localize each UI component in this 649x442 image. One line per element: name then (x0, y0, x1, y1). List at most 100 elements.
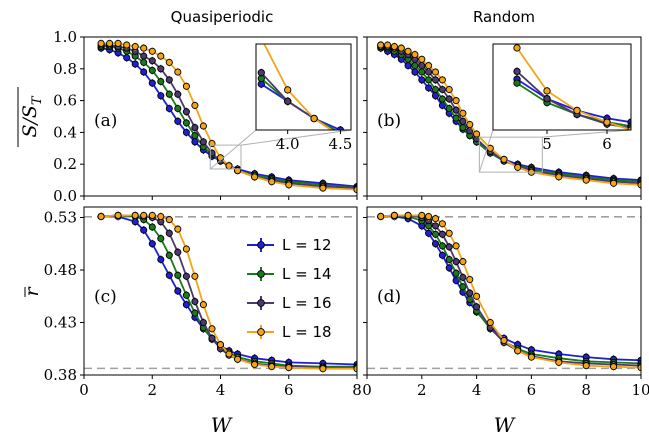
y-axis-label-bottom-text: r (21, 286, 43, 297)
data-point (513, 67, 521, 76)
data-point (431, 68, 440, 76)
data-point (174, 90, 182, 98)
data-point (182, 82, 190, 90)
data-point (459, 258, 467, 266)
data-point (157, 77, 165, 86)
data-point (174, 68, 182, 76)
data-point (438, 85, 446, 94)
data-point (418, 68, 426, 76)
data-point (438, 251, 446, 259)
data-point (452, 106, 460, 114)
data-point (466, 120, 474, 129)
data-point (165, 76, 173, 84)
data-point (418, 76, 426, 84)
data-point (637, 364, 641, 372)
data-point (310, 114, 318, 123)
data-point (543, 87, 551, 95)
data-point (157, 65, 165, 73)
data-point (199, 122, 207, 130)
data-point (199, 301, 207, 309)
data-point (165, 271, 173, 279)
data-point (208, 334, 216, 342)
data-point (513, 44, 521, 52)
data-point (140, 211, 148, 219)
x-tick-label: 4 (216, 381, 226, 399)
series-line-a-L14 (101, 45, 357, 189)
axes-frame (366, 36, 642, 197)
data-point (148, 79, 156, 87)
inset-frame (492, 43, 632, 131)
data-point (425, 68, 433, 76)
y-tick-label: 0.0 (53, 187, 77, 205)
data-point (182, 272, 190, 280)
data-point (445, 85, 453, 94)
data-point (182, 291, 190, 299)
data-point (431, 230, 440, 238)
data-point (452, 269, 460, 277)
data-point (610, 179, 618, 187)
data-point (459, 109, 467, 117)
data-point (284, 97, 292, 105)
zoom-connector (478, 129, 494, 173)
x-tick-label: 4 (472, 381, 482, 399)
data-point (459, 273, 467, 281)
data-point (473, 130, 481, 138)
x-tick-label: 6 (284, 381, 294, 399)
data-point (411, 62, 419, 70)
data-point (199, 138, 207, 146)
data-point (174, 104, 182, 113)
panel-d: 0 2 4 6 8 10 (d) (362, 206, 649, 399)
data-point (452, 242, 460, 250)
data-point (157, 255, 165, 264)
data-point (182, 245, 190, 253)
y-tick-label: 1.0 (53, 28, 77, 46)
data-point (174, 271, 182, 279)
legend-entry-L12: L = 12 (282, 236, 332, 254)
data-point (452, 114, 460, 122)
legend: L = 12 L = 14 L = 16 L = 18 (247, 236, 332, 341)
legend-marker (257, 241, 265, 249)
data-point (411, 50, 419, 59)
data-point (131, 60, 139, 68)
y-tick-label: 0.6 (53, 92, 77, 110)
data-point (452, 258, 460, 266)
data-point (284, 86, 292, 94)
data-point (431, 240, 440, 248)
legend-marker (257, 299, 265, 307)
legend-entry-L14: L = 14 (282, 265, 332, 283)
data-point (165, 216, 173, 224)
data-point (199, 318, 207, 327)
data-point (140, 226, 148, 234)
data-point (114, 211, 122, 219)
x-tick-label: 0 (79, 381, 89, 399)
data-point (459, 283, 467, 291)
data-point (425, 84, 433, 92)
x-tick-label: 8 (581, 381, 591, 399)
y-axis-label-top-text: S/ST (19, 95, 45, 137)
y-tick-label: 0.2 (53, 155, 77, 173)
data-point (182, 128, 190, 136)
data-point (234, 355, 242, 363)
zoom-connector (542, 129, 632, 138)
inset-plot-area (257, 44, 345, 130)
data-point (610, 363, 618, 371)
data-point (452, 97, 460, 105)
data-point (418, 62, 426, 70)
y-tick-label: 0.43 (44, 314, 77, 332)
series-line-a-inset-L18 (263, 44, 334, 130)
data-point (165, 229, 173, 237)
data-point (123, 41, 131, 49)
data-point (182, 108, 190, 116)
data-point (445, 264, 453, 272)
x-axis-label-right: W (494, 413, 516, 437)
x-axis-label-left: W (211, 413, 233, 437)
data-point (404, 47, 412, 55)
data-point (431, 85, 440, 94)
data-point (97, 212, 105, 221)
data-point (285, 364, 293, 372)
data-point (397, 44, 405, 52)
data-point (165, 58, 173, 66)
data-point (182, 119, 190, 127)
data-point (445, 255, 453, 264)
